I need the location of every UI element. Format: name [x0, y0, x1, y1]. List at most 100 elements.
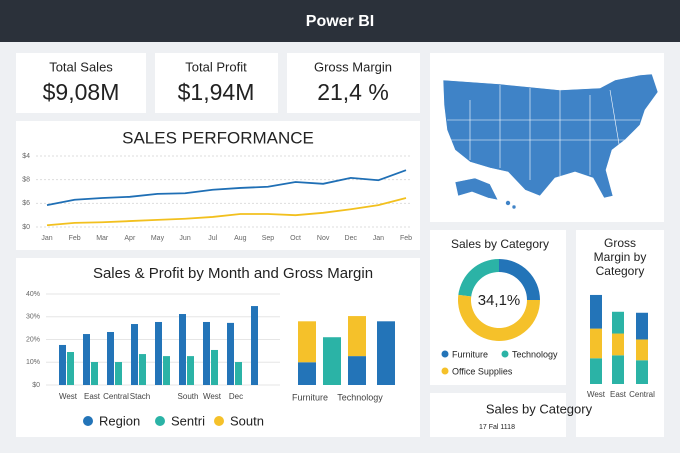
stacked-bar: [636, 312, 648, 340]
map-mainland: [442, 73, 659, 199]
kpi-value: $9,08M: [43, 79, 120, 105]
stacked-bar: [636, 339, 648, 361]
line-series: [46, 169, 407, 206]
kpi-value: 21,4 %: [317, 79, 389, 105]
x-tick-label: Central: [103, 392, 129, 401]
chart-title: Gross Margin by Category: [593, 236, 647, 278]
x-tick-label: Mar: [96, 235, 109, 242]
bar: [251, 306, 258, 385]
bar: [235, 362, 242, 385]
x-tick-label: Nov: [317, 235, 330, 242]
y-tick-label: $8: [22, 177, 30, 184]
x-tick-label: Furniture: [292, 392, 328, 402]
x-tick-label: Sep: [262, 235, 275, 242]
bar: [139, 354, 146, 385]
x-tick-label: Jun: [179, 235, 190, 242]
state-lines: [447, 85, 640, 180]
bar: [203, 321, 210, 385]
x-tick-label: Oct: [290, 235, 301, 242]
bar: [131, 324, 138, 385]
x-tick-label: Aug: [234, 235, 247, 242]
y-tick-label: 20%: [26, 336, 40, 343]
legend-swatch: [155, 416, 165, 426]
bar: [187, 356, 194, 385]
x-tick-label: Apr: [124, 235, 136, 242]
y-tick-label: 30%: [26, 314, 40, 321]
chart-title: SALES PERFORMANCE: [122, 128, 314, 147]
bar: [107, 331, 114, 385]
donut-slice: [499, 259, 540, 300]
stacked-bar: [612, 311, 624, 334]
legend-label: Region: [99, 413, 140, 428]
legend-swatch: [214, 416, 224, 426]
x-tick-label: Jul: [208, 235, 217, 242]
x-tick-label: East: [84, 392, 101, 401]
map-alaska: [454, 177, 499, 201]
x-tick-label: East: [610, 390, 627, 399]
x-tick-label: Dec: [229, 392, 243, 401]
legend-swatch: [501, 350, 509, 358]
x-tick-label: West: [59, 392, 78, 401]
donut-slice: [458, 294, 540, 341]
donut-center-label: 34,1%: [478, 292, 521, 309]
y-tick-label: $6: [22, 200, 30, 207]
bar: [67, 352, 74, 385]
donut-card: [430, 230, 566, 385]
kpi-value: $1,94M: [178, 79, 255, 105]
bar: [59, 344, 66, 385]
kpi-label: Gross Margin: [314, 59, 392, 74]
kpi-label: Total Sales: [49, 59, 113, 74]
x-tick-label: West: [587, 390, 606, 399]
legend-label: Technology: [512, 349, 558, 359]
legend-label: Furniture: [452, 349, 488, 359]
line-card: [16, 121, 420, 250]
legend-label: Sentri: [171, 413, 205, 428]
legend-label: Soutn: [230, 413, 264, 428]
chart-title-box: Gross Margin by Category: [593, 236, 647, 278]
legend-swatch: [83, 416, 93, 426]
bar: [211, 349, 218, 385]
stacked-bar: [612, 355, 624, 384]
bar: [227, 322, 234, 385]
x-tick-label: Feb: [69, 235, 81, 242]
bar: [115, 362, 122, 385]
kpi-card: [287, 53, 420, 113]
line-series: [46, 197, 407, 227]
stacked-bar: [590, 328, 602, 359]
stacked-bar: [636, 360, 648, 384]
legend-label: Office Supplies: [452, 366, 513, 376]
x-tick-label: May: [151, 235, 165, 242]
header-bar: [0, 0, 680, 42]
chart-title: Sales & Profit by Month and Gross Margin: [93, 265, 373, 282]
stacked-bar: [348, 356, 366, 385]
x-tick-label: West: [203, 392, 222, 401]
stacked-bar: [298, 362, 316, 385]
kpi-card: [16, 53, 146, 113]
bar: [91, 362, 98, 385]
donut-slice: [458, 259, 499, 297]
stacked-bar: [590, 294, 602, 329]
y-tick-label: 40%: [26, 291, 40, 298]
stacked-bar: [590, 358, 602, 384]
x-tick-label: South: [178, 392, 199, 401]
map-hawaii: [505, 200, 511, 206]
x-tick-label: Stach: [130, 392, 150, 401]
bar: [179, 314, 186, 385]
stacked-bar: [323, 337, 341, 385]
bar: [155, 321, 162, 385]
stacked-bar: [348, 316, 366, 357]
legend-swatch: [441, 350, 449, 358]
y-tick-label: 10%: [26, 359, 40, 366]
card-title: Sales by Category: [486, 401, 593, 416]
map-hawaii: [511, 204, 517, 210]
info-card: [430, 393, 566, 437]
bar: [163, 356, 170, 385]
kpi-label: Total Profit: [185, 59, 247, 74]
y-tick-label: $0: [22, 224, 30, 231]
x-tick-label: Dec: [345, 235, 358, 242]
card-subtitle: 17 Fal 1118: [479, 424, 515, 431]
x-tick-label: Jan: [373, 235, 384, 242]
kpi-card: [155, 53, 278, 113]
x-tick-label: Central: [629, 390, 655, 399]
